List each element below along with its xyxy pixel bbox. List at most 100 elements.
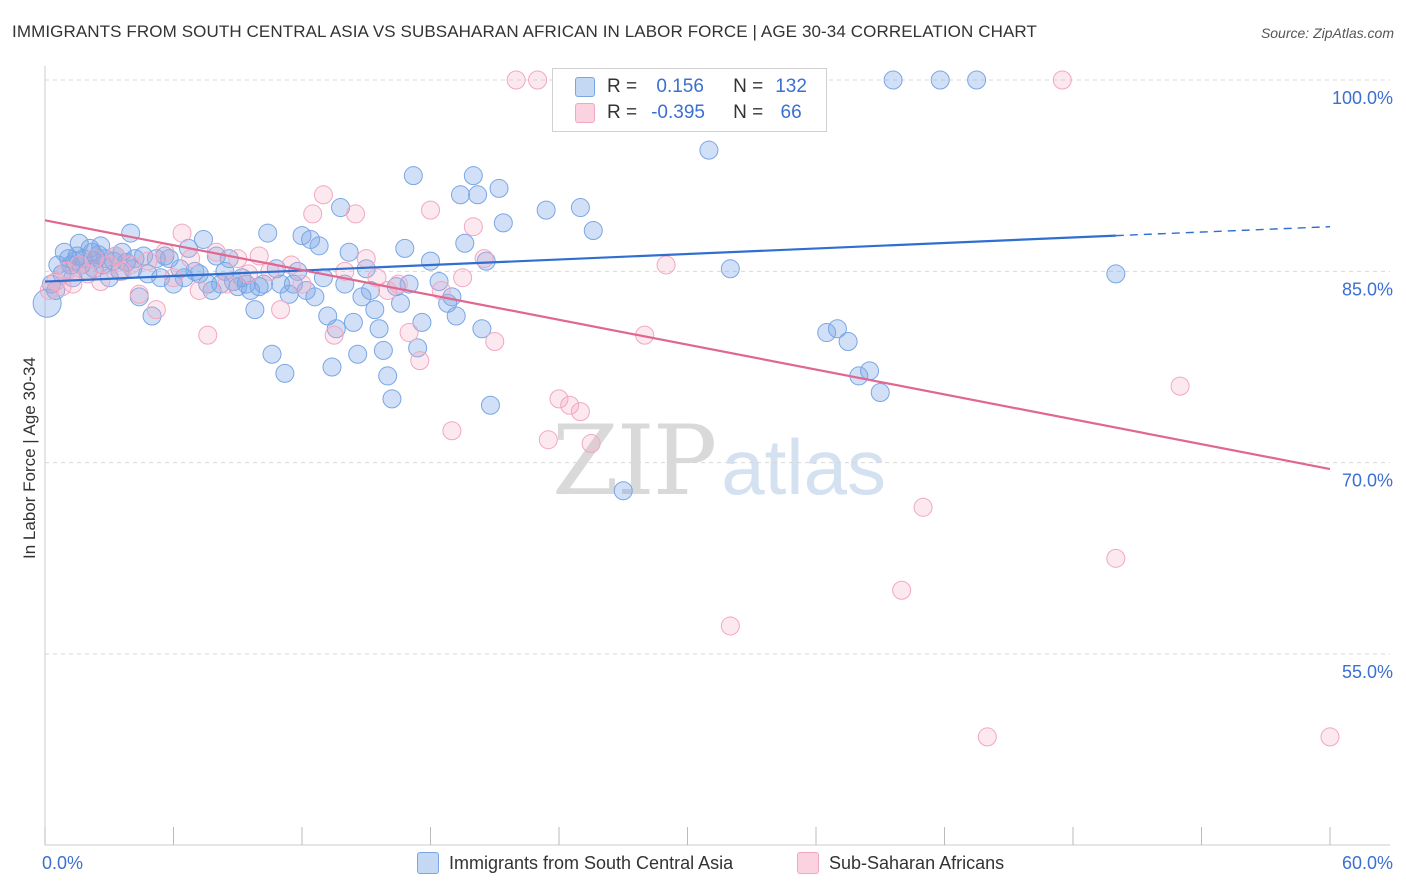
data-point-pink bbox=[324, 325, 344, 345]
legend-row-pink: R = -0.395 N = 66 bbox=[575, 100, 802, 126]
data-point-pink bbox=[474, 249, 494, 269]
y-tick-label: 100.0% bbox=[1332, 88, 1393, 108]
legend-row-blue: R = 0.156 N = 132 bbox=[575, 74, 807, 100]
data-point-blue bbox=[720, 259, 740, 279]
legend-r-value: -0.395 bbox=[651, 102, 705, 123]
data-point-blue bbox=[343, 312, 363, 332]
data-point-pink bbox=[155, 242, 175, 262]
data-point-pink bbox=[570, 402, 590, 422]
legend-swatch-pink bbox=[575, 103, 595, 123]
data-point-pink bbox=[335, 261, 355, 281]
data-point-blue bbox=[536, 200, 556, 220]
data-point-blue bbox=[399, 274, 419, 294]
data-point-blue bbox=[870, 383, 890, 403]
trendlines bbox=[44, 219, 1331, 471]
y-tick-label: 55.0% bbox=[1342, 662, 1393, 682]
data-point-pink bbox=[198, 325, 218, 345]
legend-n-label: N = bbox=[733, 102, 764, 123]
data-point-blue bbox=[348, 344, 368, 364]
trendline-blue-extension bbox=[1115, 225, 1331, 237]
data-point-pink bbox=[1106, 548, 1126, 568]
data-point-pink bbox=[549, 389, 569, 409]
legend-r-label: R = bbox=[607, 76, 638, 97]
data-point-pink bbox=[581, 434, 601, 454]
data-point-pink bbox=[303, 204, 323, 224]
data-point-blue bbox=[262, 344, 282, 364]
data-point-blue bbox=[570, 198, 590, 218]
data-point-pink bbox=[129, 284, 149, 304]
data-point-pink bbox=[271, 300, 291, 320]
data-point-blue bbox=[91, 236, 111, 256]
data-point-pink bbox=[506, 70, 526, 90]
data-point-blue bbox=[489, 178, 509, 198]
data-point-pink bbox=[560, 395, 580, 415]
data-point-blue bbox=[193, 229, 213, 249]
data-point-blue bbox=[860, 361, 880, 381]
series-subsaharan-africans bbox=[39, 70, 1340, 747]
y-tick-label: 85.0% bbox=[1342, 279, 1393, 299]
data-point-pink bbox=[410, 351, 430, 371]
data-point-blue bbox=[827, 319, 847, 339]
data-point-pink bbox=[399, 323, 419, 343]
data-point-blue bbox=[322, 357, 342, 377]
data-point-blue bbox=[613, 481, 633, 501]
data-point-blue bbox=[395, 238, 415, 258]
data-point-pink bbox=[1052, 70, 1072, 90]
series-legend-swatch-pink bbox=[797, 852, 819, 874]
data-point-blue bbox=[446, 306, 466, 326]
data-point-blue bbox=[883, 70, 903, 90]
data-point-pink bbox=[63, 274, 83, 294]
data-point-pink bbox=[138, 251, 158, 271]
gridlines bbox=[45, 79, 1390, 655]
data-point-blue bbox=[365, 300, 385, 320]
series-south-central-asia bbox=[32, 70, 1126, 501]
data-point-pink bbox=[1320, 727, 1340, 747]
chart-title: IMMIGRANTS FROM SOUTH CENTRAL ASIA VS SU… bbox=[12, 22, 1037, 41]
data-point-blue bbox=[421, 251, 440, 271]
legend-n-value: 66 bbox=[775, 102, 802, 123]
data-point-blue bbox=[412, 312, 432, 332]
data-point-pink bbox=[146, 300, 166, 320]
data-point-blue bbox=[253, 274, 273, 294]
y-axis-title: In Labor Force | Age 30-34 bbox=[20, 357, 39, 559]
x-tick-label: 60.0% bbox=[1342, 853, 1393, 873]
axes bbox=[44, 66, 1390, 846]
data-point-pink bbox=[181, 249, 201, 269]
data-point-blue bbox=[361, 280, 381, 300]
series-legend-item-subsaharan-africans: Sub-Saharan Africans bbox=[797, 852, 1004, 874]
watermark: ZIPatlas bbox=[552, 405, 886, 517]
data-point-blue bbox=[378, 366, 398, 386]
watermark-zip: ZIP bbox=[552, 405, 717, 517]
data-point-blue bbox=[967, 70, 987, 90]
data-point-blue bbox=[493, 213, 513, 233]
data-point-pink bbox=[656, 255, 676, 275]
data-point-blue bbox=[930, 70, 950, 90]
data-point-blue bbox=[583, 221, 603, 241]
trendline-blue bbox=[44, 234, 1116, 283]
x-tick-label: 0.0% bbox=[42, 853, 83, 873]
legend-swatch-blue bbox=[575, 77, 595, 97]
data-point-blue bbox=[838, 331, 858, 351]
data-point-pink bbox=[720, 616, 740, 636]
data-point-blue bbox=[245, 300, 265, 320]
data-point-blue bbox=[480, 395, 500, 415]
data-point-blue bbox=[339, 242, 359, 262]
data-point-blue bbox=[275, 363, 295, 383]
series-legend-label: Immigrants from South Central Asia bbox=[449, 852, 734, 873]
data-point-blue bbox=[313, 268, 333, 288]
data-point-pink bbox=[292, 274, 312, 294]
data-point-pink bbox=[913, 497, 933, 517]
data-point-blue bbox=[476, 251, 496, 271]
data-point-blue bbox=[382, 389, 402, 409]
data-point-pink bbox=[91, 272, 111, 292]
data-point-blue bbox=[1106, 264, 1126, 284]
data-point-blue bbox=[121, 223, 141, 243]
data-point-blue bbox=[305, 287, 325, 307]
data-point-blue bbox=[373, 340, 393, 360]
data-point-pink bbox=[164, 268, 183, 288]
data-point-blue bbox=[450, 185, 470, 205]
data-point-blue bbox=[369, 319, 389, 339]
data-point-blue bbox=[403, 166, 423, 186]
trendline-pink bbox=[44, 219, 1331, 471]
